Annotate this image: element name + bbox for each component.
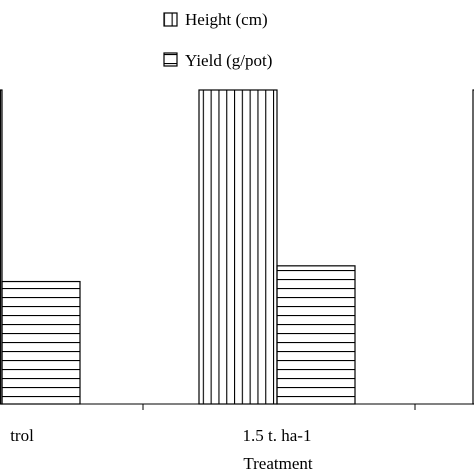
bar-height-0 (0, 89, 3, 405)
legend-label-yield: Yield (g/pot) (185, 51, 272, 70)
legend-label-height: Height (cm) (185, 10, 268, 29)
legend-item-yield: Yield (g/pot) (163, 51, 272, 70)
legend-swatch-height (163, 12, 178, 27)
bar-yield-0 (1, 280, 81, 405)
x-axis: trol 1.5 t. ha-1 Treatment (0, 403, 474, 473)
bar-yield-1 (276, 265, 356, 405)
legend-item-height: Height (cm) (163, 10, 268, 29)
x-axis-title: Treatment (243, 454, 313, 473)
legend-swatch-yield (163, 52, 178, 67)
bars-group (0, 89, 474, 405)
x-tick-label-1-5-t-ha: 1.5 t. ha-1 (243, 426, 312, 445)
bar-height-1 (198, 89, 278, 405)
x-tick-label-control: trol (10, 426, 34, 445)
legend: Height (cm) Yield (g/pot) (163, 10, 272, 70)
